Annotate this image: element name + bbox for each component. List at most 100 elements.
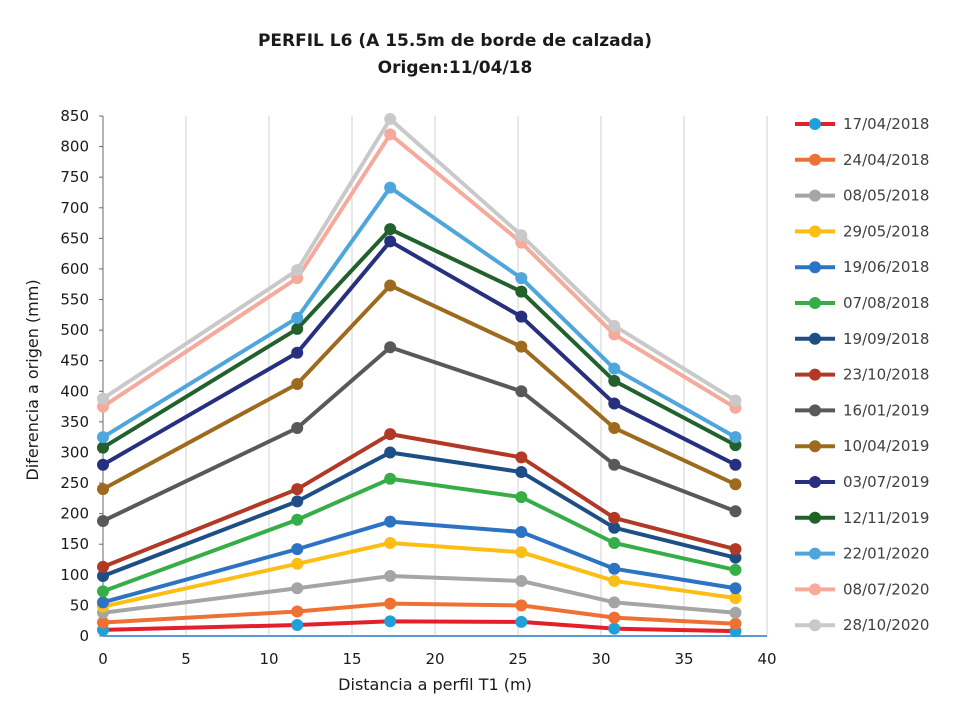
legend-swatch-marker <box>809 619 821 632</box>
data-point <box>291 543 304 556</box>
legend-item: 19/06/2018 <box>795 258 929 276</box>
legend-label: 24/04/2018 <box>843 151 929 169</box>
data-point <box>97 441 109 454</box>
series-10/04/2019 <box>97 279 742 496</box>
data-point <box>384 597 397 610</box>
data-point <box>97 570 109 583</box>
series-07/08/2018 <box>97 472 742 598</box>
data-point <box>729 431 742 444</box>
legend-label: 08/05/2018 <box>843 187 929 205</box>
data-point <box>515 615 528 628</box>
series-16/01/2019 <box>97 341 742 527</box>
data-point <box>384 223 397 236</box>
series-12/11/2019 <box>97 223 742 454</box>
x-tick-label: 20 <box>425 650 444 668</box>
data-point <box>384 515 397 528</box>
legend-label: 28/10/2020 <box>843 616 929 634</box>
legend-item: 08/05/2018 <box>795 187 929 205</box>
legend-swatch-marker <box>809 511 821 524</box>
axes: 0 5 10 15 20 25 30 35 40050100150200250300350400… <box>60 107 776 668</box>
data-point <box>729 592 742 605</box>
y-tick-label: 100 <box>60 566 89 584</box>
data-point <box>608 611 621 624</box>
x-tick-label: 35 <box>674 650 693 668</box>
legend-item: 28/10/2020 <box>795 616 929 634</box>
y-tick-label: 750 <box>60 168 89 186</box>
y-tick-label: 350 <box>60 413 89 431</box>
data-point <box>515 599 528 612</box>
data-point <box>608 562 621 575</box>
series-line <box>101 227 737 450</box>
legend-item: 16/01/2019 <box>795 401 929 419</box>
y-tick-label: 700 <box>60 199 89 217</box>
legend-swatch-marker <box>809 368 821 381</box>
series-24/04/2018 <box>97 597 742 630</box>
series-03/07/2019 <box>97 235 742 471</box>
series-19/09/2018 <box>97 446 742 583</box>
data-point <box>608 458 621 471</box>
y-tick-label: 0 <box>79 627 89 645</box>
y-tick-label: 850 <box>60 107 89 125</box>
y-tick-label: 150 <box>60 535 89 553</box>
data-point <box>384 181 397 194</box>
series-line <box>102 239 737 467</box>
legend-swatch-marker <box>809 118 821 130</box>
legend-swatch-marker <box>809 297 821 309</box>
data-point <box>729 458 742 471</box>
legend-label: 19/06/2018 <box>843 258 929 276</box>
data-point <box>384 128 397 141</box>
data-point <box>729 551 742 564</box>
data-point <box>608 374 621 387</box>
data-point <box>729 505 742 518</box>
y-tick-label: 650 <box>60 229 89 247</box>
x-axis-title: Distancia a perfil T1 (m) <box>338 675 532 694</box>
legend-label: 12/11/2019 <box>843 509 929 527</box>
y-tick-label: 600 <box>60 260 89 278</box>
data-point <box>515 272 528 285</box>
data-point <box>291 495 304 508</box>
data-point <box>291 264 304 277</box>
data-point <box>97 458 109 471</box>
data-point <box>291 618 304 631</box>
data-point <box>729 543 742 556</box>
data-point <box>515 546 528 559</box>
data-point <box>608 574 621 587</box>
x-tick-label: 30 <box>591 650 610 668</box>
data-point <box>515 285 528 298</box>
series-08/07/2020 <box>97 128 742 414</box>
legend-label: 17/04/2018 <box>843 115 929 133</box>
legend-swatch-marker <box>809 153 821 166</box>
y-tick-label: 300 <box>60 443 89 461</box>
data-point <box>515 466 528 479</box>
legend-label: 19/09/2018 <box>843 330 929 348</box>
data-point <box>515 340 528 353</box>
series-28/10/2020 <box>97 113 742 407</box>
data-point <box>291 513 304 526</box>
y-tick-label: 500 <box>60 321 89 339</box>
data-point <box>515 451 528 464</box>
data-point <box>384 279 397 292</box>
data-point <box>291 377 304 390</box>
data-point <box>384 570 397 583</box>
data-point <box>97 483 109 496</box>
legend-item: 29/05/2018 <box>795 222 929 240</box>
data-point <box>97 596 109 609</box>
legend-label: 29/05/2018 <box>843 222 929 240</box>
legend-swatch-marker <box>809 547 821 560</box>
legend-swatch-marker <box>809 332 821 345</box>
series-line <box>102 601 736 626</box>
data-point <box>384 341 397 354</box>
series-line <box>102 541 736 609</box>
series-line <box>102 519 736 605</box>
data-point <box>291 582 304 595</box>
data-point <box>729 606 742 619</box>
chart-subtitle: Origen:11/04/18 <box>378 58 533 78</box>
series-line <box>102 450 736 578</box>
x-tick-label: 0 <box>98 650 108 668</box>
series-17/04/2018 <box>97 615 742 638</box>
y-tick-label: 50 <box>70 596 89 614</box>
series-line <box>102 476 736 594</box>
data-point <box>97 431 109 444</box>
series-22/01/2020 <box>97 181 742 444</box>
